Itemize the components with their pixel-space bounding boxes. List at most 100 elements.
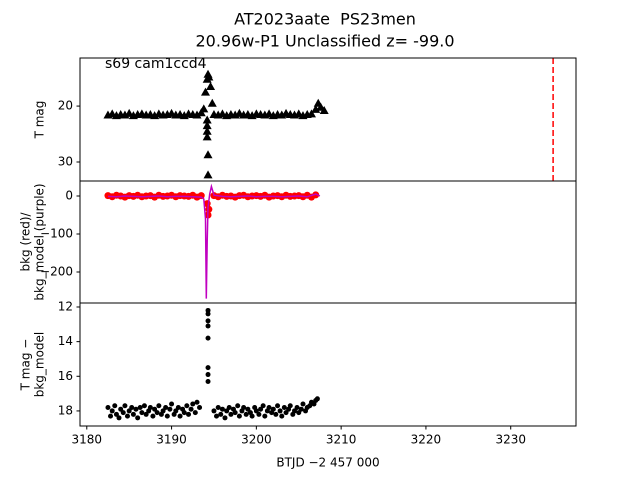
point [192, 110, 202, 119]
point [243, 411, 249, 417]
point [108, 413, 114, 419]
point [228, 411, 234, 417]
point [277, 408, 283, 414]
point [283, 410, 289, 416]
point [192, 410, 198, 416]
point [256, 411, 262, 417]
point [124, 413, 130, 419]
point [147, 404, 153, 410]
x-tick-label: 3200 [241, 433, 272, 447]
point [314, 396, 320, 402]
point [202, 121, 212, 130]
point [258, 406, 264, 412]
point [109, 408, 115, 414]
point [218, 411, 224, 417]
point [253, 408, 259, 414]
point [141, 403, 147, 409]
axes-frame [79, 302, 577, 427]
point [188, 406, 194, 412]
x-tick-label: 3190 [156, 433, 187, 447]
point [154, 410, 160, 416]
y-tick-label: 16 [58, 369, 73, 383]
plot-area [103, 58, 554, 181]
point [292, 408, 298, 414]
y-tick-label: 14 [58, 334, 73, 348]
point [249, 413, 255, 419]
point [260, 403, 266, 409]
point [139, 410, 145, 416]
y-axis-label: bkg_model (purple) [33, 183, 47, 300]
point [205, 335, 211, 341]
point [236, 413, 242, 419]
point [266, 404, 272, 410]
point [207, 98, 217, 107]
point [232, 410, 238, 416]
y-axis-label: T mag − [19, 339, 33, 392]
y-axis-label: bkg (red)/ [19, 212, 33, 272]
y-tick-label: 18 [58, 403, 73, 417]
point [200, 87, 210, 96]
point [306, 109, 316, 118]
point [173, 408, 179, 414]
point [219, 406, 225, 412]
point [245, 406, 251, 412]
point [206, 82, 216, 91]
point [204, 72, 214, 81]
point [177, 413, 183, 419]
point [113, 411, 119, 417]
y-tick-label: −100 [40, 227, 73, 241]
plot-area [105, 307, 320, 421]
point [175, 404, 181, 410]
point [281, 404, 287, 410]
point [205, 323, 211, 329]
point [202, 115, 212, 124]
point [169, 401, 175, 407]
point [129, 404, 135, 410]
x-axis-label: BTJD −2 457 000 [276, 456, 379, 470]
point [275, 403, 281, 409]
x-tick-label: 3210 [326, 433, 357, 447]
annotation: s69 cam1ccd4 [105, 56, 207, 72]
y-axis-label: T mag [33, 101, 47, 140]
point [116, 415, 122, 421]
point [126, 408, 132, 414]
point [203, 150, 213, 159]
point [273, 411, 279, 417]
model-line [107, 183, 321, 299]
point [202, 126, 212, 135]
chart-title: AT2023aate PS23men [234, 10, 416, 29]
y-tick-label: 30 [58, 154, 73, 168]
point [190, 401, 196, 407]
point [205, 318, 211, 324]
point [300, 401, 306, 407]
point [163, 404, 169, 410]
point [235, 403, 241, 409]
point [105, 404, 111, 410]
y-tick-label: 12 [58, 299, 73, 313]
x-tick-label: 3220 [411, 433, 442, 447]
point [202, 132, 212, 141]
point [298, 406, 304, 412]
point [122, 403, 128, 409]
point [137, 404, 143, 410]
x-tick-label: 3180 [72, 433, 103, 447]
point [205, 378, 211, 384]
point [181, 410, 187, 416]
point [203, 170, 213, 179]
chart-subtitle: 20.96w-P1 Unclassified z= -99.0 [195, 32, 454, 51]
point [211, 408, 217, 414]
point [270, 406, 276, 412]
point [167, 406, 173, 412]
point [311, 104, 321, 113]
point [160, 408, 166, 414]
point [186, 411, 192, 417]
x-tick-label: 3230 [495, 433, 526, 447]
y-tick-label: 20 [58, 99, 73, 113]
point [319, 106, 329, 115]
point [214, 413, 220, 419]
point [133, 406, 139, 412]
point [205, 365, 211, 371]
y-axis-label: bkg_model [33, 332, 47, 398]
y-tick-label: −200 [40, 264, 73, 278]
point [184, 403, 190, 409]
